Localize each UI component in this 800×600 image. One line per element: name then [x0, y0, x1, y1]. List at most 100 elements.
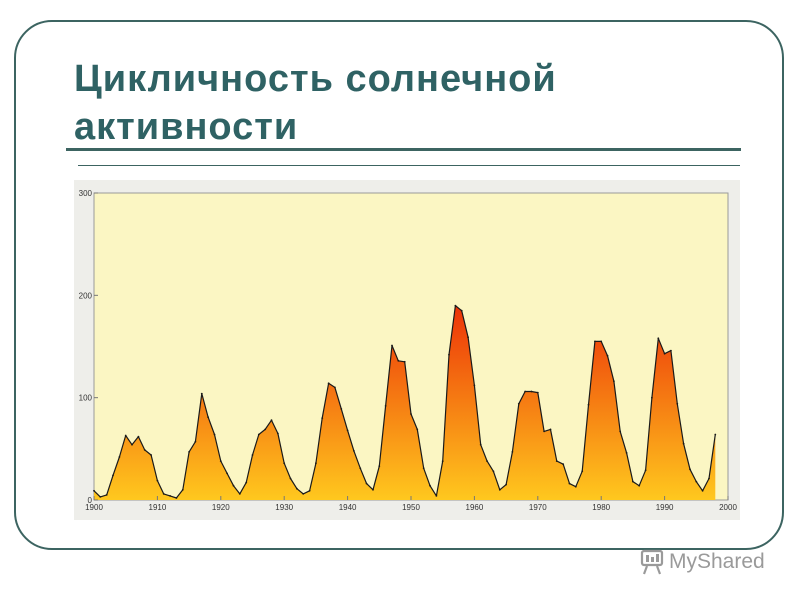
y-tick-label: 200 — [79, 291, 93, 300]
data-point — [188, 451, 190, 453]
data-point — [296, 487, 298, 490]
data-point — [321, 417, 324, 419]
data-point — [346, 429, 349, 432]
x-tick-label: 1920 — [212, 503, 230, 512]
data-point — [175, 497, 178, 499]
data-point — [213, 433, 216, 436]
sunspot-chart: 1900 1910 1920 1930 1940 1950 1960 1970 1980 1990… — [74, 180, 740, 520]
data-point — [517, 402, 520, 405]
data-point — [416, 428, 419, 431]
data-point — [327, 382, 330, 385]
data-point — [340, 408, 343, 410]
slide-title: Цикличность солнечной активности — [74, 58, 557, 148]
axis-layer: 1900 1910 1920 1930 1940 1950 1960 1970 1980 1990… — [79, 189, 738, 512]
data-point — [511, 451, 514, 453]
data-point — [492, 470, 495, 473]
data-point — [638, 484, 641, 487]
data-point — [632, 480, 634, 483]
data-point — [530, 390, 533, 393]
data-point — [200, 392, 203, 395]
x-tick-label: 1900 — [85, 503, 103, 512]
data-point — [587, 403, 590, 406]
data-point — [613, 380, 615, 383]
data-point — [555, 460, 558, 462]
data-point — [486, 460, 488, 462]
data-point — [568, 482, 571, 485]
data-point — [676, 402, 679, 405]
data-point — [270, 419, 273, 422]
myshared-logo: MyShared — [640, 548, 765, 576]
data-point — [232, 484, 235, 487]
data-point — [594, 340, 596, 343]
x-tick-label: 1980 — [592, 503, 610, 512]
data-point — [105, 494, 108, 496]
data-point — [549, 428, 552, 431]
data-point — [454, 304, 457, 307]
data-point — [403, 360, 406, 363]
data-point — [435, 495, 438, 497]
x-tick-label: 1970 — [529, 503, 547, 512]
data-point — [226, 472, 229, 475]
x-tick-label: 1990 — [656, 503, 674, 512]
data-point — [391, 344, 393, 347]
data-point — [600, 340, 603, 343]
data-point — [574, 485, 577, 488]
data-point — [562, 463, 565, 466]
data-point — [625, 452, 628, 454]
data-point — [460, 309, 463, 312]
data-point — [353, 450, 355, 452]
x-tick-label: 1910 — [149, 503, 167, 512]
data-point — [181, 488, 184, 491]
data-point — [473, 384, 476, 387]
x-tick-label: 1960 — [466, 503, 484, 512]
data-point — [524, 390, 526, 393]
data-point — [245, 481, 248, 484]
data-point — [302, 493, 305, 495]
data-point — [467, 336, 469, 339]
data-point — [581, 470, 584, 473]
data-point — [93, 489, 95, 492]
data-point — [441, 460, 444, 462]
data-point — [194, 440, 197, 443]
data-point — [422, 467, 425, 470]
data-point — [334, 386, 336, 389]
data-point — [118, 456, 121, 458]
data-point — [289, 477, 292, 480]
data-point — [372, 488, 374, 491]
x-tick-label: 1950 — [402, 503, 420, 512]
data-point — [384, 405, 387, 407]
data-point — [708, 477, 710, 480]
y-tick-label: 100 — [79, 394, 93, 403]
data-point — [498, 488, 501, 491]
data-point — [207, 416, 210, 418]
data-point — [429, 484, 431, 487]
data-point — [657, 337, 660, 340]
data-point — [410, 413, 412, 415]
data-point — [308, 489, 311, 492]
data-point — [150, 454, 152, 456]
data-point — [606, 354, 609, 357]
data-point — [143, 449, 146, 451]
data-point — [505, 483, 507, 486]
data-point — [689, 468, 691, 471]
data-point — [670, 349, 672, 352]
data-point — [695, 480, 698, 483]
x-tick-label: 1940 — [339, 503, 357, 512]
data-point — [378, 465, 381, 468]
data-point — [277, 432, 279, 435]
data-point — [536, 391, 539, 394]
data-point — [663, 352, 666, 355]
data-point — [131, 443, 133, 446]
data-point — [701, 489, 704, 492]
data-point — [714, 433, 717, 436]
data-point — [543, 430, 545, 433]
presentation-board-icon — [640, 549, 664, 575]
data-point — [251, 454, 254, 456]
y-tick-label: 300 — [79, 189, 93, 198]
series-area-fill — [94, 305, 716, 500]
data-point — [219, 460, 222, 462]
chart-top-rule — [78, 165, 740, 166]
data-point — [162, 493, 165, 495]
data-point — [448, 353, 450, 356]
data-point — [315, 462, 317, 465]
